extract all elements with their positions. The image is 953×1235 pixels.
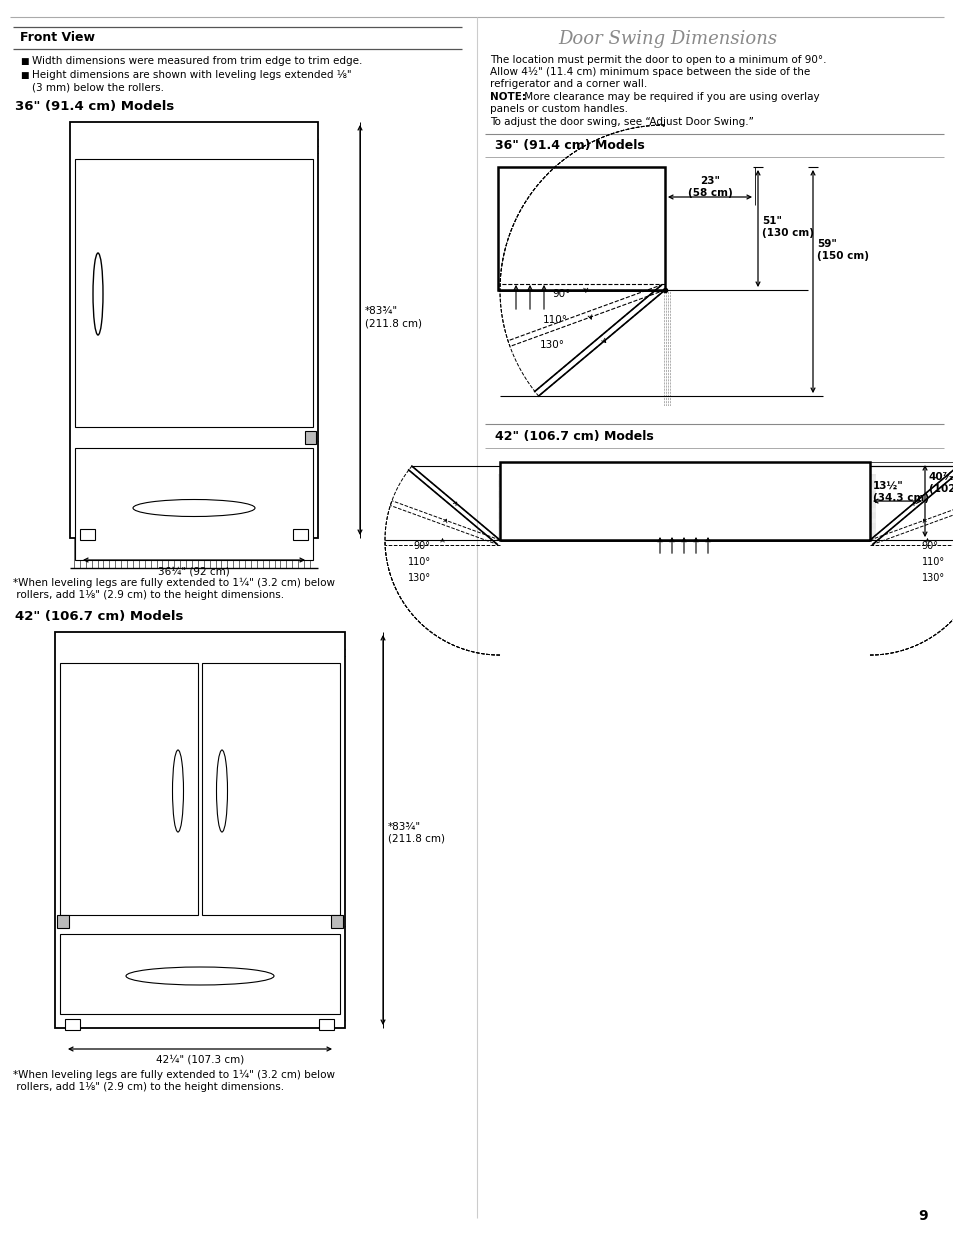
- Ellipse shape: [216, 750, 227, 832]
- Ellipse shape: [92, 253, 103, 335]
- Text: 13½": 13½": [872, 482, 902, 492]
- Text: NOTE:: NOTE:: [490, 91, 525, 103]
- Text: 90°: 90°: [552, 289, 571, 299]
- Text: rollers, add 1⅛" (2.9 cm) to the height dimensions.: rollers, add 1⅛" (2.9 cm) to the height …: [13, 1082, 284, 1092]
- Bar: [331, 915, 343, 927]
- Bar: [305, 431, 315, 445]
- Text: Door Swing Dimensions: Door Swing Dimensions: [558, 30, 777, 48]
- Text: More clearance may be required if you are using overlay: More clearance may be required if you ar…: [520, 91, 819, 103]
- Bar: [57, 915, 69, 927]
- Text: 36¼" (92 cm): 36¼" (92 cm): [158, 566, 230, 576]
- Text: *When leveling legs are fully extended to 1¼" (3.2 cm) below: *When leveling legs are fully extended t…: [13, 578, 335, 588]
- Text: *When leveling legs are fully extended to 1¼" (3.2 cm) below: *When leveling legs are fully extended t…: [13, 1070, 335, 1079]
- Text: The location must permit the door to open to a minimum of 90°.: The location must permit the door to ope…: [490, 56, 825, 65]
- Text: panels or custom handles.: panels or custom handles.: [490, 104, 627, 114]
- Text: 59": 59": [816, 240, 836, 249]
- Text: ■: ■: [20, 57, 29, 65]
- Text: 42" (106.7 cm) Models: 42" (106.7 cm) Models: [495, 430, 653, 443]
- Bar: [65, 1019, 80, 1030]
- Bar: [70, 122, 317, 538]
- Bar: [60, 934, 339, 1014]
- Text: 40⁷⁄₁₆": 40⁷⁄₁₆": [928, 472, 953, 482]
- Bar: [75, 448, 313, 559]
- Text: 51": 51": [761, 215, 781, 226]
- Text: 130°: 130°: [539, 340, 564, 350]
- Text: (211.8 cm): (211.8 cm): [388, 834, 444, 844]
- Text: 130°: 130°: [408, 573, 431, 583]
- Text: To adjust the door swing, see “Adjust Door Swing.”: To adjust the door swing, see “Adjust Do…: [490, 117, 753, 127]
- Bar: [499, 462, 869, 540]
- Text: Front View: Front View: [20, 31, 95, 44]
- Bar: [75, 159, 313, 427]
- Bar: [202, 663, 339, 915]
- Bar: [55, 632, 345, 1028]
- Text: (3 mm) below the rollers.: (3 mm) below the rollers.: [32, 82, 164, 91]
- Text: 110°: 110°: [542, 315, 567, 325]
- Bar: [60, 663, 198, 915]
- Text: *83¾": *83¾": [365, 306, 397, 316]
- Ellipse shape: [132, 499, 254, 516]
- Text: (211.8 cm): (211.8 cm): [365, 317, 421, 329]
- Text: 23": 23": [700, 177, 720, 186]
- Ellipse shape: [172, 750, 183, 832]
- Text: Width dimensions were measured from trim edge to trim edge.: Width dimensions were measured from trim…: [32, 56, 362, 65]
- Text: 9: 9: [917, 1209, 926, 1223]
- Text: Allow 4½" (11.4 cm) minimum space between the side of the: Allow 4½" (11.4 cm) minimum space betwee…: [490, 67, 809, 77]
- Text: (58 cm): (58 cm): [687, 188, 732, 198]
- Bar: [318, 1019, 334, 1030]
- Ellipse shape: [126, 967, 274, 986]
- Text: 130°: 130°: [921, 573, 943, 583]
- Text: (150 cm): (150 cm): [816, 251, 868, 261]
- Text: 42" (106.7 cm) Models: 42" (106.7 cm) Models: [15, 610, 183, 622]
- Text: rollers, add 1⅛" (2.9 cm) to the height dimensions.: rollers, add 1⅛" (2.9 cm) to the height …: [13, 590, 284, 600]
- Text: 36" (91.4 cm) Models: 36" (91.4 cm) Models: [495, 140, 644, 152]
- Text: 90°: 90°: [414, 541, 431, 551]
- Bar: [293, 529, 308, 540]
- Text: ■: ■: [20, 70, 29, 80]
- Text: (34.3 cm): (34.3 cm): [872, 493, 928, 503]
- Text: (102.7 cm): (102.7 cm): [928, 484, 953, 494]
- Text: 36" (91.4 cm) Models: 36" (91.4 cm) Models: [15, 100, 174, 112]
- Text: 110°: 110°: [408, 557, 431, 567]
- Bar: [497, 167, 664, 290]
- Text: 90°: 90°: [921, 541, 938, 551]
- Text: Height dimensions are shown with leveling legs extended ⅛": Height dimensions are shown with levelin…: [32, 70, 352, 80]
- Text: *83¾": *83¾": [388, 823, 420, 832]
- Text: 42¼" (107.3 cm): 42¼" (107.3 cm): [155, 1055, 244, 1065]
- Text: refrigerator and a corner wall.: refrigerator and a corner wall.: [490, 79, 646, 89]
- Text: 110°: 110°: [921, 557, 943, 567]
- Text: (130 cm): (130 cm): [761, 227, 813, 237]
- Bar: [80, 529, 95, 540]
